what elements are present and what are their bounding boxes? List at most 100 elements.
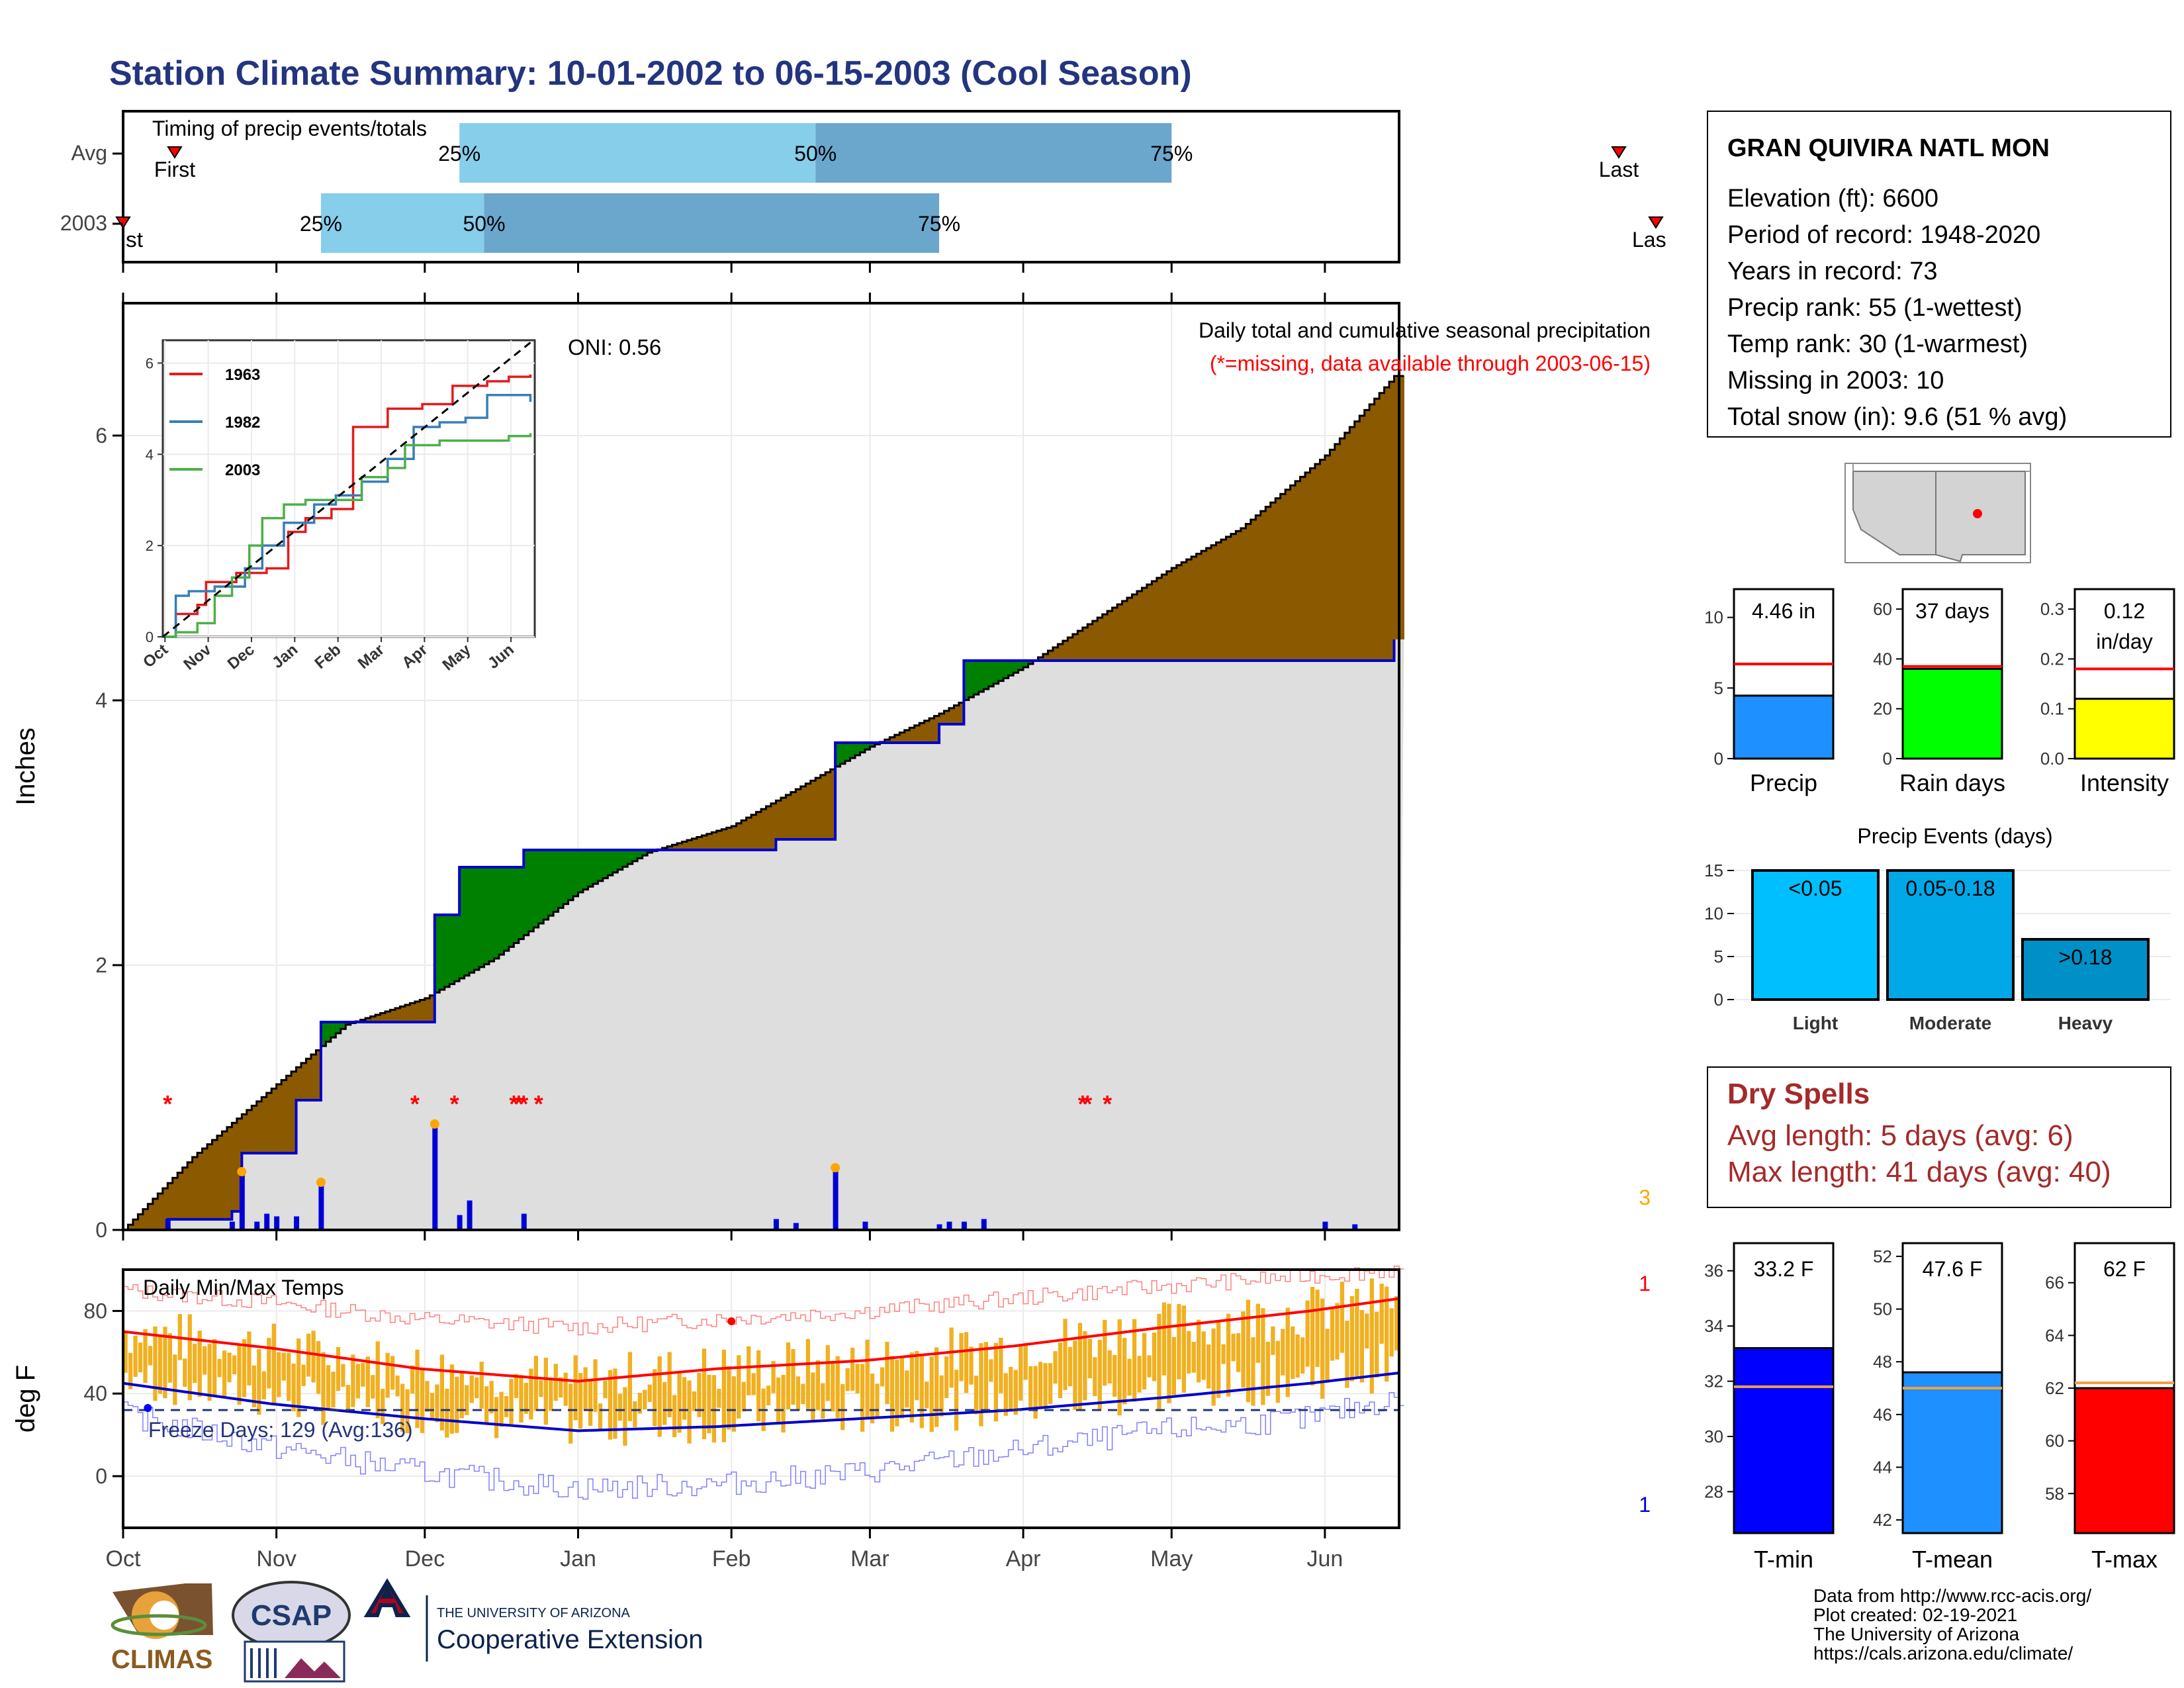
daily-temp-range-bar [776, 1377, 781, 1423]
above-avg-segment [484, 867, 490, 964]
below-avg-segment [1058, 644, 1064, 661]
daily-temp-range-bar [682, 1377, 687, 1420]
daily-temp-range-bar [889, 1356, 895, 1432]
daily-temp-range-bar [1157, 1313, 1161, 1412]
above-avg-segment [558, 850, 564, 908]
daily-temp-range-bar [435, 1384, 439, 1423]
timing-row-avg-label: Avg [71, 141, 107, 165]
below-avg-segment [132, 1219, 138, 1230]
below-avg-segment [810, 780, 816, 839]
below-avg-segment [1280, 494, 1286, 661]
below-avg-segment [702, 835, 707, 850]
below-avg-segment [1097, 618, 1103, 661]
below-avg-segment [919, 723, 925, 743]
below-avg-segment [1334, 444, 1340, 661]
daily-temp-range-bar [786, 1342, 791, 1410]
above-avg-segment [464, 867, 470, 976]
below-avg-segment [142, 1209, 148, 1230]
dry-spells-avg: Avg length: 5 days (avg: 6) [1727, 1119, 2073, 1152]
daily-temp-range-bar [1265, 1341, 1271, 1396]
main-ytick-label: 0 [95, 1218, 107, 1242]
credit-university: The University of Arizona [1813, 1624, 2020, 1644]
below-avg-segment [1379, 393, 1385, 661]
below-avg-segment [667, 846, 672, 850]
station-info-line: Period of record: 1948-2020 [1727, 221, 2040, 249]
below-avg-segment [1364, 410, 1370, 661]
mini-bar-value-label: 4.46 in [1752, 599, 1815, 623]
below-avg-segment [894, 735, 900, 743]
below-avg-segment [682, 841, 688, 850]
climas-logo-text: CLIMAS [111, 1645, 212, 1674]
below-avg-segment [1389, 381, 1395, 661]
above-avg-segment [612, 850, 618, 872]
daily-temp-range-bar [365, 1356, 370, 1407]
daily-temp-range-bar [915, 1350, 919, 1401]
below-avg-segment [291, 1071, 297, 1153]
temp-bar-t-min: 33.2 F 28 30 32 34 36 T-min [1704, 1242, 1835, 1573]
daily-temp-range-bar [439, 1354, 445, 1430]
above-avg-segment [488, 867, 494, 962]
below-avg-segment [889, 737, 895, 743]
daily-temp-range-bar [331, 1372, 336, 1408]
below-avg-segment [232, 1123, 238, 1211]
temp-title: Daily Min/Max Temps [143, 1276, 343, 1299]
first-event-label: First [154, 158, 195, 181]
daily-temp-range-bar [430, 1393, 435, 1419]
below-avg-segment [1305, 472, 1310, 661]
above-avg-segment [988, 661, 994, 686]
below-avg-segment [954, 705, 960, 724]
above-avg-segment [538, 850, 544, 924]
daily-temp-range-bar [1028, 1366, 1033, 1409]
below-avg-segment [1156, 578, 1162, 661]
below-avg-segment [1161, 575, 1167, 661]
daily-temp-range-bar [222, 1350, 227, 1397]
below-avg-segment [1374, 399, 1380, 661]
daily-temp-range-bar [371, 1375, 375, 1399]
below-avg-segment [820, 774, 826, 839]
missing-day-marker: * [509, 1090, 518, 1117]
daily-temp-range-bar [1058, 1342, 1063, 1399]
daily-temp-range-bar [296, 1338, 301, 1417]
record-hi-count: 1 [1639, 1272, 1651, 1295]
daily-temp-range-bar [381, 1389, 385, 1425]
timing-bar-50-75 [815, 123, 1172, 183]
daily-temp-range-bar [316, 1340, 321, 1394]
daily-temp-range-bar [1246, 1299, 1251, 1403]
daily-temp-range-bar [158, 1335, 163, 1394]
below-avg-segment [741, 820, 747, 850]
station-location-marker [1973, 509, 1982, 518]
mini-bar-label: Precip [1750, 769, 1817, 796]
below-avg-segment [1394, 376, 1400, 639]
daily-temp-range-bar [741, 1382, 746, 1412]
temp-bar-ytick-label: 28 [1704, 1481, 1723, 1501]
dry-spells-box: Dry Spells Avg length: 5 days (avg: 6) M… [1707, 1066, 2171, 1208]
page-title: Station Climate Summary: 10-01-2002 to 0… [109, 54, 1192, 93]
below-avg-segment [148, 1203, 154, 1230]
above-avg-segment [336, 1022, 341, 1033]
mini-bar-ytick-label: 0.1 [2040, 699, 2064, 719]
mini-bar-intensity: 0.12 in/day 0.0 0.1 0.2 0.3 Intensity [2040, 588, 2175, 796]
mini-bar-value-unit: in/day [2096, 630, 2152, 653]
precip-event-bar-label: >0.18 [2059, 945, 2113, 969]
daily-temp-range-bar [469, 1375, 474, 1403]
daily-temp-range-bar [771, 1361, 776, 1393]
above-avg-segment [864, 743, 870, 750]
month-label: Mar [850, 1546, 889, 1571]
below-avg-segment [222, 1131, 228, 1219]
daily-temp-range-bar [865, 1339, 870, 1419]
above-avg-segment [514, 867, 520, 943]
above-avg-segment [553, 850, 559, 912]
daily-temp-range-bar [1310, 1286, 1315, 1386]
above-avg-segment [1008, 661, 1014, 676]
daily-temp-range-bar [687, 1380, 692, 1444]
below-avg-segment [1255, 515, 1261, 661]
daily-temp-range-bar [533, 1356, 539, 1411]
daily-temp-range-bar [281, 1352, 286, 1381]
below-avg-segment [1176, 565, 1182, 661]
daily-temp-range-bar [489, 1381, 494, 1414]
below-avg-segment [1166, 571, 1172, 661]
below-avg-segment [706, 833, 712, 850]
timing-panel: 25% 50% 75% First Last 25% 50% 75% st Las Timing … [60, 110, 1666, 263]
daily-temp-range-bar [306, 1333, 311, 1377]
